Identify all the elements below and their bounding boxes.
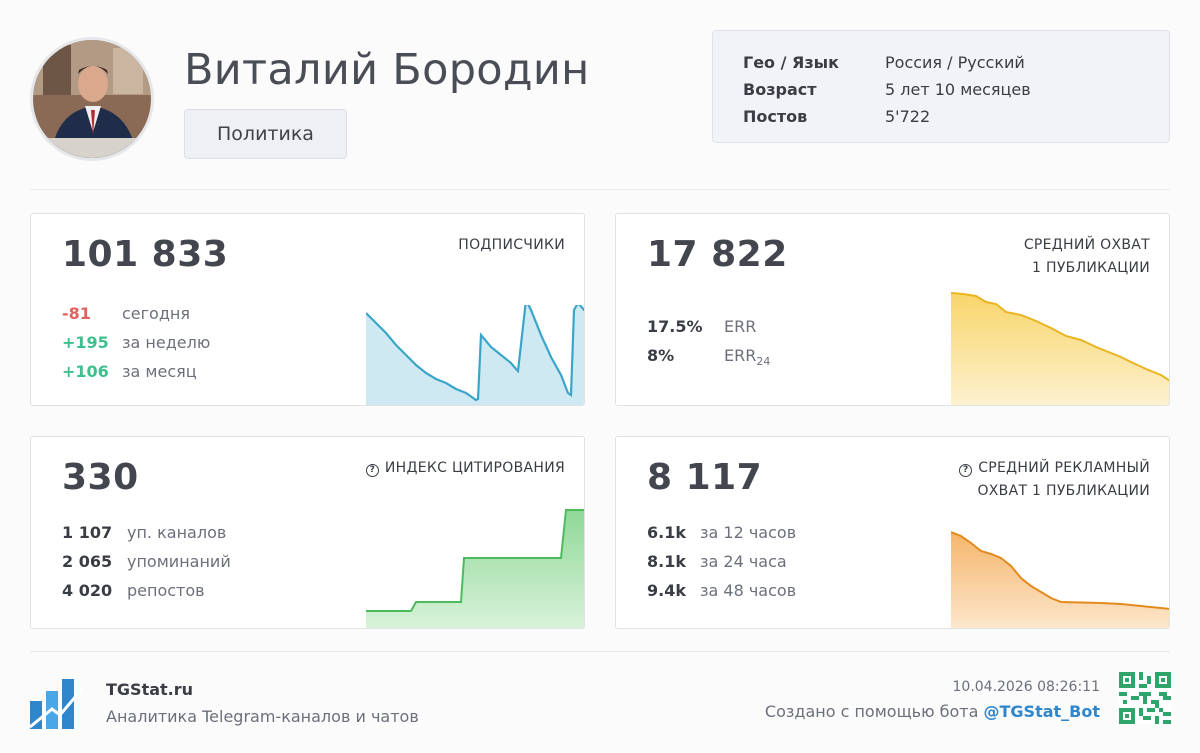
err24-text: ERR xyxy=(724,346,757,365)
info-row-age: Возраст 5 лет 10 месяцев xyxy=(743,76,1139,103)
label-line: ОХВАТ 1 ПУБЛИКАЦИИ xyxy=(977,483,1150,499)
err-amount: 17.5% xyxy=(647,317,703,336)
delta-amount: -81 xyxy=(62,304,91,323)
citation-index-card[interactable]: 330 ? ИНДЕКС ЦИТИРОВАНИЯ 1 107 уп. канало… xyxy=(30,436,585,629)
err24-amount: 8% xyxy=(647,346,675,365)
citation-amount: 4 020 xyxy=(62,581,113,600)
ad-reach-period: за 24 часа xyxy=(700,552,787,571)
info-key: Возраст xyxy=(743,80,817,99)
tgstat-logo-icon xyxy=(30,679,84,729)
label-line: СРЕДНИЙ ОХВАТ xyxy=(1023,237,1150,253)
avg-ad-reach-value: 8 117 xyxy=(647,457,763,498)
generated-timestamp: 10.04.2026 08:26:11 xyxy=(952,679,1101,695)
err-label: ERR xyxy=(724,317,757,336)
label-text: СРЕДНИЙ РЕКЛАМНЫЙ xyxy=(978,460,1150,476)
brand-tagline: Аналитика Telegram-каналов и чатов xyxy=(106,707,419,726)
citation-text: упоминаний xyxy=(127,552,231,571)
subscribers-label: ПОДПИСЧИКИ xyxy=(458,237,565,253)
err24-label: ERR24 xyxy=(724,341,770,376)
avatar-photo xyxy=(33,40,151,158)
subscribers-count: 101 833 xyxy=(62,234,229,275)
info-value: 5'722 xyxy=(885,107,931,126)
channel-avatar xyxy=(30,37,154,161)
citation-row-mentions: 2 065 упоминаний xyxy=(62,547,231,576)
footer-divider xyxy=(30,651,1170,652)
err24-subscript: 24 xyxy=(756,355,771,369)
citation-amount: 2 065 xyxy=(62,552,113,571)
qr-code-icon[interactable] xyxy=(1119,672,1171,724)
err24-row: 8% ERR24 xyxy=(647,341,770,376)
ad-reach-amount: 8.1k xyxy=(647,552,686,571)
delta-period: сегодня xyxy=(122,304,190,323)
help-icon[interactable]: ? xyxy=(365,464,379,477)
ad-reach-period: за 12 часов xyxy=(700,523,797,542)
info-value: 5 лет 10 месяцев xyxy=(885,80,1031,99)
info-value: Россия / Русский xyxy=(885,53,1025,72)
label-text: ИНДЕКС ЦИТИРОВАНИЯ xyxy=(384,460,565,476)
brand-name[interactable]: TGStat.ru xyxy=(106,680,194,699)
avg-reach-count: 17 822 xyxy=(647,234,788,275)
subscribers-row-month: +106 за месяц xyxy=(62,357,210,386)
ad-reach-amount: 9.4k xyxy=(647,581,686,600)
subscribers-row-week: +195 за неделю xyxy=(62,328,210,357)
credit-prefix: Создано с помощью бота xyxy=(764,702,984,721)
avg-ad-reach-card[interactable]: 8 117 ? СРЕДНИЙ РЕКЛАМНЫЙ ОХВАТ 1 ПУБЛИКА… xyxy=(615,436,1170,629)
ad-reach-period: за 48 часов xyxy=(700,581,797,600)
avg-ad-reach-label: ? СРЕДНИЙ РЕКЛАМНЫЙ ОХВАТ 1 ПУБЛИКАЦИИ xyxy=(959,457,1150,503)
info-key: Постов xyxy=(743,107,808,126)
ad-reach-row-48h: 9.4k за 48 часов xyxy=(647,576,796,605)
ad-reach-amount: 6.1k xyxy=(647,523,686,542)
citation-row-channels: 1 107 уп. каналов xyxy=(62,518,231,547)
ad-reach-row-24h: 8.1k за 24 часа xyxy=(647,547,796,576)
err-row: 17.5% ERR xyxy=(647,312,770,341)
label-line: 1 ПУБЛИКАЦИИ xyxy=(1032,260,1150,276)
info-row-posts: Постов 5'722 xyxy=(743,103,1139,130)
citation-row-reposts: 4 020 репостов xyxy=(62,576,231,605)
category-badge[interactable]: Политика xyxy=(184,109,347,159)
info-key: Гео / Язык xyxy=(743,53,839,72)
avg-reach-sparkline xyxy=(951,292,1169,405)
bot-credit: Создано с помощью бота @TGStat_Bot xyxy=(765,702,1100,721)
citation-text: уп. каналов xyxy=(127,523,227,542)
subscribers-card[interactable]: 101 833 ПОДПИСЧИКИ -81 сегодня +195 за н… xyxy=(30,213,585,406)
delta-period: за неделю xyxy=(122,333,211,352)
subscribers-sparkline xyxy=(366,305,584,405)
help-icon[interactable]: ? xyxy=(959,464,973,477)
bot-link[interactable]: @TGStat_Bot xyxy=(983,702,1101,721)
avg-reach-label: СРЕДНИЙ ОХВАТ 1 ПУБЛИКАЦИИ xyxy=(1024,234,1150,280)
channel-info-box: Гео / Язык Россия / Русский Возраст 5 ле… xyxy=(712,30,1170,143)
citation-index-value: 330 xyxy=(62,457,139,498)
delta-period: за месяц xyxy=(122,362,197,381)
label-line: ? СРЕДНИЙ РЕКЛАМНЫЙ xyxy=(959,457,1150,480)
citation-text: репостов xyxy=(127,581,205,600)
subscribers-row-today: -81 сегодня xyxy=(62,299,210,328)
info-row-geo: Гео / Язык Россия / Русский xyxy=(743,49,1139,76)
citation-sparkline xyxy=(366,509,584,628)
channel-name: Виталий Бородин xyxy=(184,45,590,95)
delta-amount: +195 xyxy=(62,333,109,352)
avg-reach-card[interactable]: 17 822 СРЕДНИЙ ОХВАТ 1 ПУБЛИКАЦИИ 17.5% … xyxy=(615,213,1170,406)
delta-amount: +106 xyxy=(62,362,109,381)
citation-index-label: ? ИНДЕКС ЦИТИРОВАНИЯ xyxy=(365,457,565,480)
citation-amount: 1 107 xyxy=(62,523,113,542)
ad-reach-sparkline xyxy=(951,531,1169,628)
ad-reach-row-12h: 6.1k за 12 часов xyxy=(647,518,796,547)
header-divider xyxy=(30,189,1170,190)
